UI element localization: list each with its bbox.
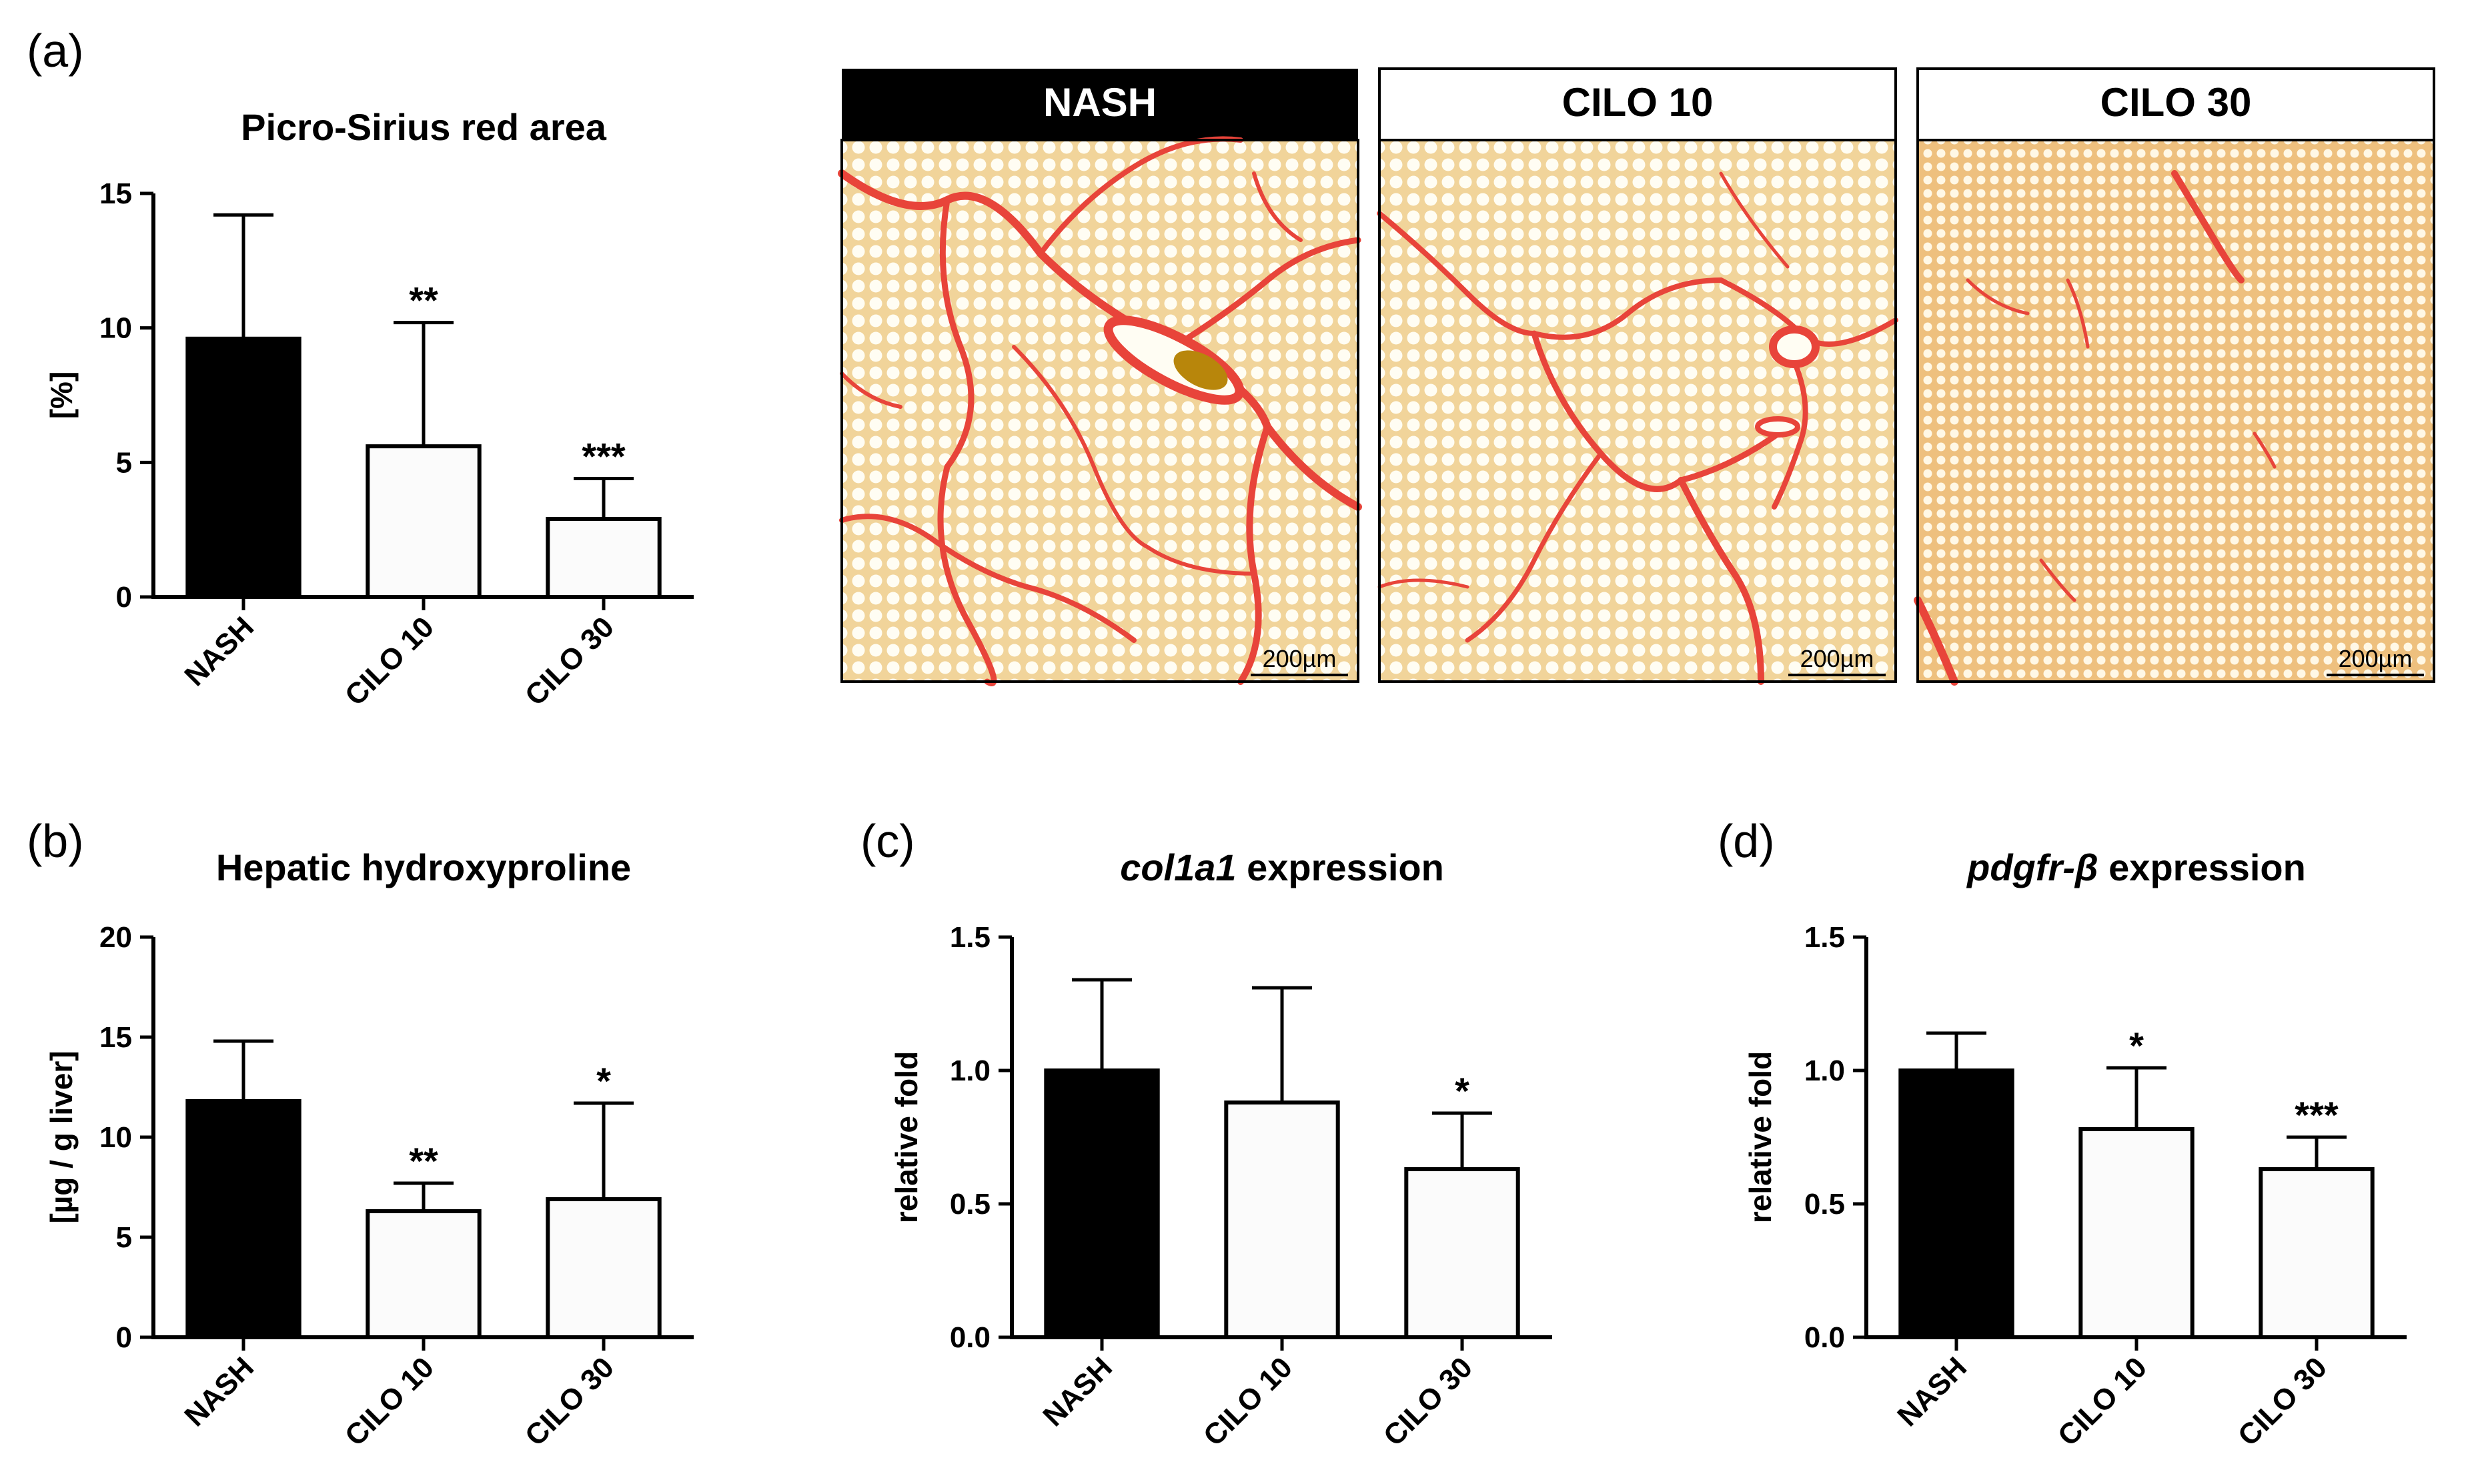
vessel-cilo10 [1769, 325, 1820, 368]
y-tick-label: 5 [116, 446, 132, 479]
x-category-label: NASH [178, 610, 260, 692]
panel-label-c: (c) [860, 815, 915, 867]
chart-title: Picro-Sirius red area [241, 106, 607, 148]
y-axis-label: [µg / g liver] [44, 1050, 79, 1223]
micrograph-title-nash: NASH [1043, 80, 1157, 125]
bar-cilo-30 [1404, 1167, 1520, 1339]
chart-pdgfr: pdgfr-β expression relative fold 0.0 0.5 1.0… [1743, 846, 2407, 1453]
x-category-label: CILO 10 [2052, 1351, 2153, 1452]
chart-title-gene: pdgfr-β [1966, 846, 2098, 888]
micrograph-image-cilo30 [1918, 140, 2434, 682]
y-tick-label: 10 [99, 1121, 132, 1154]
bar-cilo-10 [366, 1209, 482, 1339]
y-axis-label: relative fold [889, 1051, 924, 1223]
scalebar-label-nash: 200µm [1263, 645, 1337, 672]
chart-hydroxyproline: Hepatic hydroxyproline [µg / g liver] 0 5 10… [44, 846, 694, 1453]
micrograph-header-cilo30 [1916, 67, 2435, 141]
x-category-label: NASH [1891, 1351, 1973, 1433]
bar-nash [185, 1099, 301, 1339]
x-category-label: CILO 30 [1377, 1351, 1479, 1452]
chart-title: pdgfr-β expression [1966, 846, 2306, 888]
chart-title-gene: col1a1 [1120, 846, 1236, 888]
y-tick-label: 0.0 [950, 1321, 991, 1354]
y-tick-label: 0 [116, 581, 132, 614]
y-tick-label: 1.5 [1804, 921, 1845, 954]
y-tick-label: 0.5 [1804, 1188, 1845, 1221]
bar-cilo-30 [546, 1197, 662, 1339]
blood-clot-nash [1173, 350, 1228, 390]
x-category-label: CILO 30 [519, 610, 620, 712]
bar-nash [185, 336, 301, 599]
x-category-label: CILO 30 [519, 1351, 620, 1452]
x-category-label: CILO 10 [339, 1351, 440, 1452]
significance-label: * [596, 1060, 611, 1102]
bar-cilo-10 [2078, 1127, 2195, 1339]
x-category-label: CILO 10 [339, 610, 440, 712]
scalebar-label-cilo30: 200µm [2339, 645, 2413, 672]
panel-label-a: (a) [27, 25, 84, 77]
significance-label: *** [582, 436, 626, 478]
micrograph-nash: NASH 200µm [838, 69, 1362, 686]
scalebar-label-cilo10: 200µm [1800, 645, 1874, 672]
chart-col1a1: col1a1 expression relative fold 0.0 0.5 1.0 1… [889, 846, 1552, 1453]
y-tick-label: 0.0 [1804, 1321, 1845, 1354]
micrograph-header-cilo10 [1378, 67, 1897, 141]
significance-label: ** [409, 279, 438, 321]
y-tick-label: 1.5 [950, 921, 991, 954]
micrograph-image-nash [842, 140, 1358, 682]
fibrosis-strands-nash [838, 136, 1362, 686]
y-tick-label: 15 [99, 1021, 132, 1054]
y-tick-label: 0.5 [950, 1188, 991, 1221]
micrograph-cilo10: CILO 10 200µm [1377, 67, 1898, 685]
micrograph-image-cilo10 [1379, 140, 1896, 682]
micrograph-header-nash [842, 69, 1358, 140]
fibrosis-strands-cilo30 [1914, 170, 2277, 686]
micrograph-title-cilo30: CILO 30 [2100, 80, 2252, 125]
significance-label: * [1455, 1070, 1469, 1112]
bar-cilo-30 [546, 517, 662, 599]
chart-title: Hepatic hydroxyproline [216, 846, 631, 888]
panel-label-d: (d) [1718, 815, 1775, 867]
y-tick-label: 5 [116, 1221, 132, 1254]
bar-cilo-10 [366, 444, 482, 600]
micrograph-title-cilo10: CILO 10 [1562, 80, 1714, 125]
x-category-label: NASH [178, 1351, 260, 1433]
chart-title-rest: expression [2098, 846, 2306, 888]
bar-cilo-10 [1224, 1100, 1340, 1339]
bar-nash [1044, 1068, 1160, 1339]
y-tick-label: 15 [99, 177, 132, 210]
chart-title: col1a1 expression [1120, 846, 1444, 888]
y-tick-label: 0 [116, 1321, 132, 1354]
x-category-label: NASH [1037, 1351, 1119, 1433]
significance-label: ** [409, 1140, 438, 1182]
y-tick-label: 10 [99, 312, 132, 345]
micrograph-cilo30: CILO 30 200µm [1914, 67, 2435, 686]
x-category-label: CILO 10 [1197, 1351, 1299, 1452]
y-axis-label: [%] [44, 372, 79, 420]
significance-label: * [2129, 1024, 2144, 1066]
chart-title-rest: expression [1237, 846, 1444, 888]
y-tick-label: 1.0 [950, 1054, 991, 1087]
panel-label-b: (b) [27, 815, 84, 867]
chart-picro-sirius: Picro-Sirius red area [%] 0 5 10 15 NASH ** CILO… [44, 106, 694, 712]
bar-cilo-30 [2259, 1167, 2375, 1339]
y-tick-label: 1.0 [1804, 1054, 1845, 1087]
y-tick-label: 20 [99, 921, 132, 954]
y-axis-label: relative fold [1743, 1051, 1778, 1223]
significance-label: *** [2295, 1094, 2339, 1136]
bar-nash [1898, 1068, 2014, 1339]
x-category-label: CILO 30 [2232, 1351, 2333, 1452]
